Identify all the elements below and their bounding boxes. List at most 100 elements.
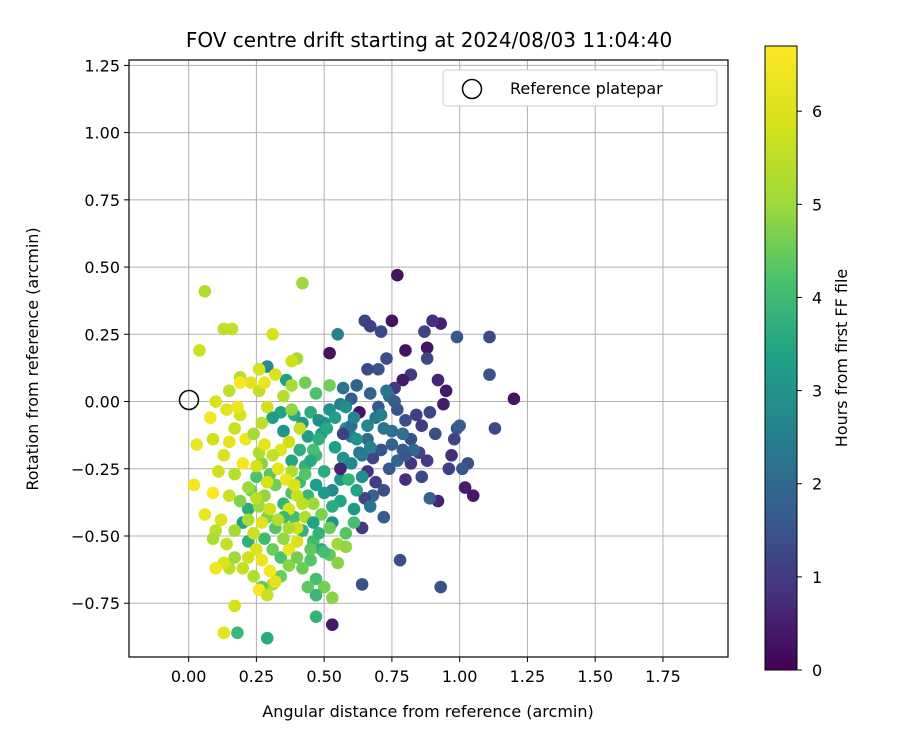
data-point [428,427,442,441]
data-point [304,543,317,556]
data-point [309,478,323,492]
data-point [217,626,231,640]
data-point [271,462,285,476]
legend: Reference platepar [442,69,718,107]
data-point [317,580,331,594]
data-point [374,325,388,338]
colorbar-tick-label: 3 [812,382,822,401]
data-point [250,543,263,556]
data-point [236,561,250,575]
data-point [255,553,269,567]
data-point [222,435,236,449]
data-point [396,427,410,441]
colorbar-gradient [764,45,798,671]
colorbar-tick-label: 4 [812,288,822,307]
data-point [266,327,279,341]
data-point [282,543,296,556]
data-point [298,376,312,390]
data-point [434,580,447,594]
data-point [431,373,445,387]
y-tick-label: 1.25 [84,56,120,75]
data-point [271,513,285,527]
data-point [252,362,266,376]
data-point [241,551,255,564]
colorbar-tick-label: 5 [812,195,822,214]
data-point [458,481,472,494]
data-point [307,497,320,511]
data-point [347,411,361,424]
data-point [423,405,437,419]
data-point [344,457,358,470]
data-point [423,492,437,505]
data-point [296,497,309,511]
data-point [334,462,347,476]
data-point [420,341,434,355]
data-point [228,524,242,537]
data-point [366,451,380,465]
data-point [466,489,480,502]
data-point [507,392,521,406]
data-point [282,521,296,535]
x-tick-label: 1.25 [510,667,546,686]
data-point [382,462,396,476]
data-point [301,430,315,443]
data-point [250,492,263,505]
data-point [339,526,353,540]
x-axis-ticks: 0.00 0.25 0.50 0.75 1.00 1.25 1.50 1.75 [171,657,681,686]
data-point [385,438,399,451]
data-point [342,473,355,486]
data-point [277,424,290,438]
data-point [282,559,296,572]
data-point [399,473,412,486]
data-point [285,354,298,368]
data-point [453,419,466,433]
data-point [350,483,363,497]
data-point [363,500,377,513]
data-point [331,556,345,570]
legend-label: Reference platepar [510,79,663,98]
data-point [293,422,307,435]
plot-frame [128,59,729,658]
data-point [309,588,323,602]
x-tick-label: 1.00 [442,667,478,686]
y-tick-label: 0.50 [84,258,120,277]
data-point [263,502,277,516]
data-point [456,462,469,476]
data-point [312,414,326,427]
y-axis-ticks: −0.75 −0.50 −0.25 0.00 0.25 0.50 0.75 1.00 1.25 [71,56,129,613]
x-tick-label: 0.25 [239,667,275,686]
legend-marker-icon [461,78,483,100]
colorbar: 0 1 2 3 4 5 6 Hours from first FF file [764,45,851,680]
data-point [258,376,271,390]
y-tick-label: 0.25 [84,325,120,344]
data-point [228,467,242,481]
data-point [250,470,263,484]
data-point [399,414,412,427]
data-point [339,540,353,554]
data-point [228,599,242,613]
chart-title: FOV centre drift starting at 2024/08/03 … [186,28,672,52]
data-point [266,411,279,424]
x-tick-label: 1.50 [577,667,613,686]
x-axis-label: Angular distance from reference (arcmin) [262,702,593,721]
data-point [290,551,304,564]
data-point [363,440,377,454]
data-point [439,384,453,398]
data-point [269,575,282,589]
x-tick-label: 0.00 [171,667,207,686]
data-point [260,631,274,645]
data-point [241,513,255,527]
data-point [209,561,223,575]
data-point [266,449,279,462]
data-point [288,478,301,492]
data-point [198,508,212,521]
data-point [233,376,247,390]
data-point [393,553,407,567]
data-point [328,440,342,454]
data-point [206,532,220,545]
data-point [277,532,290,545]
data-point [269,368,282,381]
data-point [266,543,279,556]
data-point [380,352,393,365]
